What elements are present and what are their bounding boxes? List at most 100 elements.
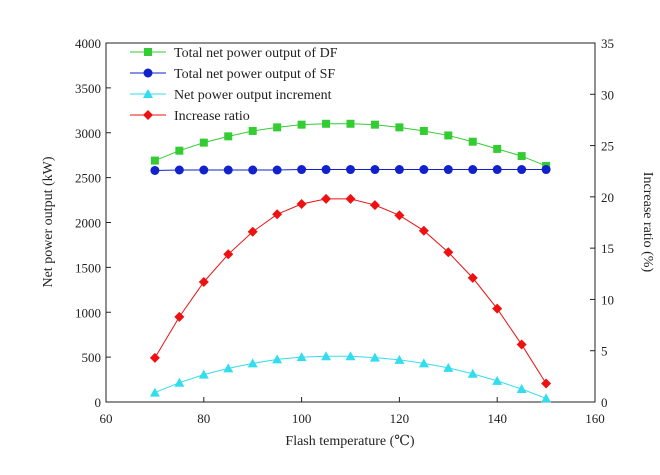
data-point	[394, 210, 405, 221]
data-point	[272, 165, 282, 175]
series-line	[154, 355, 547, 399]
legend-entry: Total net power output of SF	[130, 67, 335, 82]
data-point	[247, 358, 258, 368]
series-line	[154, 123, 547, 167]
data-point	[443, 247, 454, 258]
data-point	[272, 354, 283, 364]
y-tick-label: 0	[95, 395, 102, 410]
data-point	[369, 200, 380, 211]
legend-entry: Total net power output of DF	[130, 46, 338, 61]
series-3	[149, 351, 552, 403]
data-point	[467, 368, 478, 378]
data-point	[149, 352, 160, 363]
y2-tick-label: 20	[601, 190, 614, 205]
y2-tick-label: 25	[601, 139, 614, 154]
data-point	[150, 165, 160, 175]
data-point	[322, 119, 331, 128]
y2-tick-label: 15	[601, 241, 614, 256]
y-axis-title: Net power output (kW)	[41, 156, 56, 287]
data-point	[345, 193, 356, 204]
data-point	[247, 226, 258, 237]
data-point	[468, 137, 477, 146]
data-point	[467, 272, 478, 283]
legend-label: Net power output increment	[174, 88, 332, 103]
y-tick-label: 500	[82, 350, 102, 365]
data-point	[321, 351, 332, 361]
data-point	[370, 165, 380, 175]
data-point	[198, 369, 209, 379]
data-point	[223, 165, 233, 175]
y2-tick-label: 5	[601, 344, 608, 359]
data-point	[541, 393, 552, 403]
legend-label: Increase ratio	[174, 109, 250, 124]
legend-label: Total net power output of DF	[174, 46, 338, 61]
x-tick-label: 60	[100, 411, 113, 426]
data-point	[296, 352, 307, 362]
data-point	[297, 165, 307, 175]
legend-marker	[144, 48, 152, 56]
y-tick-label: 1500	[75, 260, 101, 275]
legend-entry: Increase ratio	[130, 109, 250, 124]
data-point	[297, 120, 306, 129]
y2-tick-label: 0	[601, 395, 608, 410]
x-tick-label: 100	[292, 411, 312, 426]
data-point	[444, 131, 453, 140]
data-point	[418, 225, 429, 236]
data-point	[541, 165, 551, 175]
data-point	[272, 209, 283, 220]
data-point	[517, 152, 526, 161]
y-tick-label: 4000	[75, 36, 101, 51]
data-point	[395, 123, 404, 132]
y2-axis-title: Increase ratio (%)	[640, 172, 655, 273]
series-1	[150, 119, 551, 170]
data-point	[174, 311, 185, 322]
data-point	[224, 132, 233, 141]
data-point	[198, 276, 209, 287]
data-point	[174, 377, 185, 387]
data-point	[223, 249, 234, 260]
data-point	[174, 165, 184, 175]
data-point	[418, 358, 429, 368]
data-point	[321, 165, 331, 175]
data-point	[248, 165, 258, 175]
data-point	[199, 138, 208, 147]
data-point	[369, 352, 380, 362]
data-point	[419, 126, 428, 135]
data-point	[492, 303, 503, 314]
data-point	[394, 165, 404, 175]
data-point	[346, 165, 355, 175]
data-point	[419, 165, 429, 175]
y2-tick-label: 35	[601, 36, 614, 51]
data-point	[468, 165, 478, 175]
data-point	[199, 165, 209, 175]
series-layer	[149, 119, 552, 403]
y-tick-label: 3500	[75, 81, 101, 96]
data-point	[296, 199, 307, 210]
legend-marker	[143, 89, 153, 98]
x-tick-label: 140	[487, 411, 507, 426]
data-point	[443, 165, 453, 175]
data-point	[394, 354, 405, 364]
series-2	[150, 165, 551, 175]
ticks-layer: 60 80 100 120 140 160050010001500200025003000…	[75, 36, 614, 426]
data-point	[248, 126, 257, 135]
y2-tick-label: 10	[601, 292, 614, 307]
data-point	[175, 146, 184, 155]
legend-marker	[143, 110, 153, 120]
legend-marker	[143, 68, 153, 78]
data-point	[345, 351, 356, 361]
data-point	[516, 383, 527, 393]
data-point	[149, 387, 160, 397]
data-point	[493, 144, 502, 153]
y-tick-label: 1000	[75, 305, 101, 320]
x-axis-title: Flash temperature (℃)	[285, 434, 415, 449]
data-point	[223, 363, 234, 373]
data-point	[541, 378, 552, 389]
data-point	[273, 123, 282, 132]
data-point	[517, 165, 527, 175]
data-point	[346, 119, 355, 128]
y-tick-label: 2500	[75, 171, 101, 186]
x-tick-label: 160	[585, 411, 605, 426]
x-tick-label: 120	[390, 411, 410, 426]
